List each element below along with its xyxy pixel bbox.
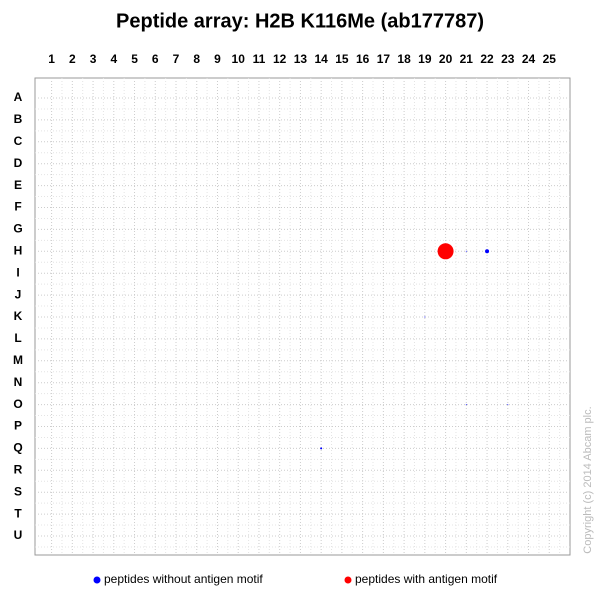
y-tick-label: B <box>14 112 23 126</box>
legend-label: peptides without antigen motif <box>104 572 263 586</box>
y-tick-label: A <box>14 90 23 104</box>
x-tick-label: 14 <box>314 52 328 66</box>
y-tick-label: G <box>13 222 22 236</box>
x-tick-label: 6 <box>152 52 159 66</box>
y-tick-label: D <box>14 156 23 170</box>
point <box>485 249 490 254</box>
y-tick-label: S <box>14 484 22 498</box>
x-tick-label: 20 <box>439 52 453 66</box>
y-tick-label: N <box>14 375 23 389</box>
y-tick-label: U <box>14 528 23 542</box>
x-tick-label: 22 <box>480 52 494 66</box>
y-tick-label: K <box>14 309 23 323</box>
x-tick-label: 9 <box>214 52 221 66</box>
x-tick-label: 3 <box>90 52 97 66</box>
y-tick-label: F <box>14 200 21 214</box>
point <box>320 447 323 450</box>
x-tick-label: 10 <box>232 52 246 66</box>
x-tick-label: 16 <box>356 52 370 66</box>
point <box>465 250 467 252</box>
y-tick-label: O <box>13 397 22 411</box>
x-tick-label: 8 <box>193 52 200 66</box>
copyright: Copyright (c) 2014 Abcam plc. <box>582 406 594 553</box>
legend-marker <box>93 576 101 584</box>
y-tick-label: C <box>14 134 23 148</box>
y-tick-label: L <box>14 331 21 345</box>
y-tick-label: H <box>14 243 23 257</box>
x-tick-label: 1 <box>48 52 55 66</box>
y-tick-label: E <box>14 178 22 192</box>
legend-marker <box>344 576 352 584</box>
x-tick-label: 13 <box>294 52 308 66</box>
y-tick-label: M <box>13 353 23 367</box>
point <box>465 404 467 406</box>
y-tick-label: Q <box>13 441 22 455</box>
point <box>507 404 509 406</box>
x-tick-label: 21 <box>460 52 474 66</box>
x-tick-label: 18 <box>397 52 411 66</box>
y-tick-label: I <box>16 265 19 279</box>
x-tick-label: 15 <box>335 52 349 66</box>
x-tick-label: 17 <box>377 52 391 66</box>
x-tick-label: 7 <box>173 52 180 66</box>
point <box>424 316 426 318</box>
x-tick-label: 5 <box>131 52 138 66</box>
y-tick-label: J <box>15 287 22 301</box>
legend-label: peptides with antigen motif <box>355 572 498 586</box>
x-tick-label: 4 <box>110 52 117 66</box>
x-tick-label: 11 <box>253 52 266 66</box>
y-tick-label: T <box>14 506 22 520</box>
x-tick-label: 12 <box>273 52 287 66</box>
x-tick-label: 19 <box>418 52 432 66</box>
y-tick-label: R <box>14 462 23 476</box>
chart-title: Peptide array: H2B K116Me (ab177787) <box>116 10 484 32</box>
y-tick-label: P <box>14 419 22 433</box>
x-tick-label: 2 <box>69 52 76 66</box>
x-tick-label: 24 <box>522 52 536 66</box>
point <box>437 243 454 260</box>
x-tick-label: 23 <box>501 52 515 66</box>
x-tick-label: 25 <box>543 52 557 66</box>
